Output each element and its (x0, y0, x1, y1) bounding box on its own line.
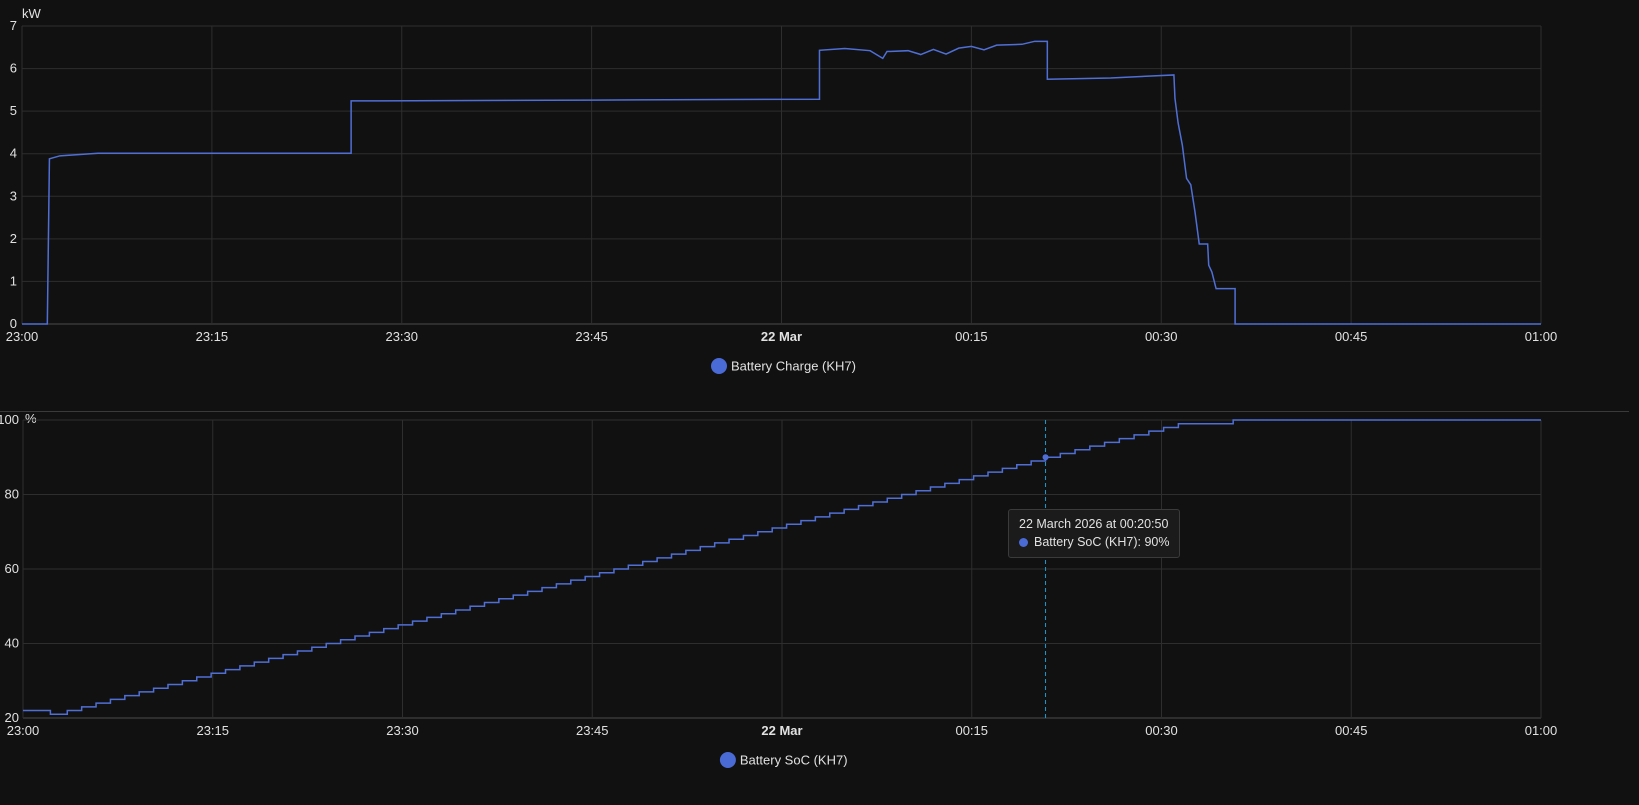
chart-tooltip: 22 March 2026 at 00:20:50 Battery SoC (K… (1008, 509, 1181, 558)
y-unit-label: % (25, 412, 37, 426)
tooltip-value: Battery SoC (KH7): 90% (1034, 535, 1170, 549)
legend-label: Battery SoC (KH7) (740, 753, 848, 768)
y-tick-label: 0 (10, 316, 17, 331)
y-tick-label: 6 (10, 61, 17, 76)
x-tick-label: 23:30 (386, 723, 419, 738)
y-tick-label: 100 (0, 412, 19, 427)
x-tick-label: 00:45 (1335, 329, 1368, 344)
x-tick-label: 00:15 (955, 723, 988, 738)
x-tick-label: 23:45 (576, 723, 609, 738)
hover-point (1042, 454, 1049, 461)
x-tick-label: 00:30 (1145, 723, 1178, 738)
y-tick-label: 20 (5, 710, 19, 725)
x-tick-label: 01:00 (1525, 329, 1558, 344)
x-tick-label: 22 Mar (761, 723, 802, 738)
battery-charge-chart: kW 0 1 2 3 4 5 6 7 23:00 23:15 23:30 23:45 22 Mar 00:1… (6, 6, 1558, 374)
legend-label: Battery Charge (KH7) (731, 359, 856, 374)
x-tick-label: 22 Mar (761, 329, 802, 344)
y-tick-label: 80 (5, 487, 19, 502)
y-tick-label: 60 (5, 561, 19, 576)
x-tick-label: 00:30 (1145, 329, 1178, 344)
y-tick-label: 40 (5, 636, 19, 651)
x-tick-label: 23:15 (196, 723, 229, 738)
y-tick-label: 5 (10, 103, 17, 118)
legend-marker (711, 358, 727, 374)
x-tick-label: 00:15 (955, 329, 988, 344)
x-tick-label: 01:00 (1525, 723, 1558, 738)
y-tick-label: 2 (10, 231, 17, 246)
series-line (22, 40, 1541, 325)
tooltip-row: Battery SoC (KH7): 90% (1019, 533, 1169, 551)
legend-marker (719, 752, 736, 768)
y-tick-label: 1 (10, 273, 17, 288)
series-line (23, 419, 1541, 716)
chart-divider (0, 411, 1629, 412)
tooltip-series-dot (1019, 538, 1028, 547)
battery-soc-chart: % 20 40 60 80 100 23:00 23:15 23:30 23:45 22 Mar 00… (0, 412, 1558, 768)
x-tick-label: 23:45 (575, 329, 608, 344)
y-tick-label: 4 (10, 146, 17, 161)
x-tick-label: 23:00 (7, 723, 40, 738)
x-tick-label: 23:30 (385, 329, 418, 344)
x-tick-label: 23:15 (196, 329, 229, 344)
y-tick-label: 3 (10, 188, 17, 203)
y-unit-label: kW (22, 6, 42, 21)
y-tick-label: 7 (10, 18, 17, 33)
tooltip-title: 22 March 2026 at 00:20:50 (1019, 517, 1169, 531)
x-tick-label: 23:00 (6, 329, 39, 344)
x-tick-label: 00:45 (1335, 723, 1368, 738)
